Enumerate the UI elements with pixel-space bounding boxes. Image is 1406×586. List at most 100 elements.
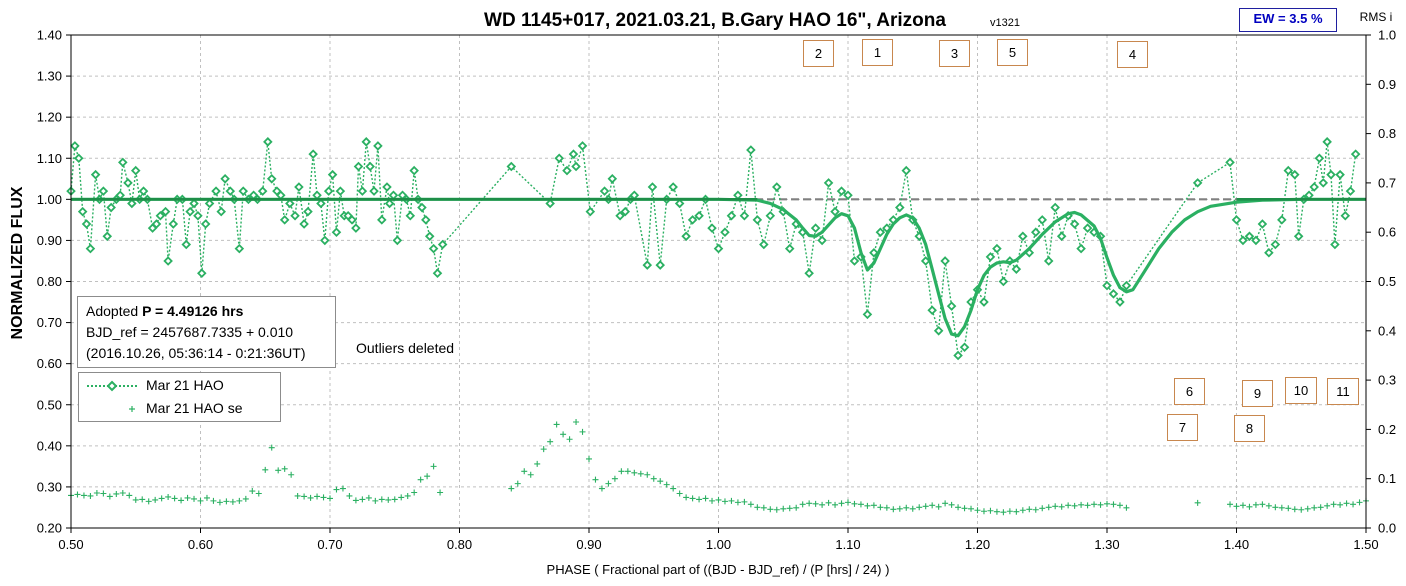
flux-point xyxy=(185,206,195,217)
se-point xyxy=(1252,501,1259,508)
rms-axis-label: RMS i xyxy=(1360,10,1393,24)
se-point xyxy=(106,493,113,500)
se-point xyxy=(968,505,975,512)
se-point xyxy=(521,468,528,475)
flux-point xyxy=(193,210,203,221)
flux-point xyxy=(946,301,957,311)
se-point xyxy=(1324,502,1331,509)
flux-point xyxy=(211,186,221,196)
event-marker-7: 7 xyxy=(1167,414,1198,441)
flux-point xyxy=(1050,202,1060,213)
se-point xyxy=(294,492,301,499)
flux-point xyxy=(151,219,162,229)
reference-date-line: (2016.10.26, 05:36:14 - 0:21:36UT) xyxy=(86,345,306,361)
flux-point xyxy=(920,256,931,266)
flux-point xyxy=(668,182,678,192)
flux-point xyxy=(927,305,937,316)
flux-point xyxy=(365,161,375,172)
se-point xyxy=(1071,502,1078,509)
se-point xyxy=(223,498,230,505)
flux-point xyxy=(417,202,427,213)
flux-point xyxy=(163,256,173,266)
flux-point xyxy=(545,198,555,209)
y2-tick-label: 0.1 xyxy=(1378,471,1396,486)
flux-point xyxy=(85,243,96,254)
se-point xyxy=(586,455,592,462)
se-point xyxy=(702,495,709,502)
se-point xyxy=(191,495,198,502)
flux-point xyxy=(303,206,313,217)
se-point xyxy=(1123,504,1130,511)
se-point xyxy=(378,496,385,503)
ew-badge-text: EW = 3.5 % xyxy=(1253,11,1323,26)
flux-point xyxy=(577,141,588,151)
y-tick-label: 0.20 xyxy=(37,521,62,536)
se-point xyxy=(676,490,683,497)
se-point xyxy=(909,505,916,512)
se-point xyxy=(327,495,333,502)
se-point xyxy=(1194,499,1201,506)
flux-point xyxy=(1244,231,1255,242)
se-point xyxy=(132,496,139,503)
se-point xyxy=(993,508,1000,515)
flux-point xyxy=(77,206,88,217)
x-tick-label: 1.30 xyxy=(1094,537,1119,552)
flux-point xyxy=(377,215,387,225)
flux-point xyxy=(739,210,750,221)
se-point xyxy=(935,503,942,510)
flux-point xyxy=(279,215,290,225)
flux-point xyxy=(197,268,207,279)
flux-point xyxy=(225,186,236,196)
se-point xyxy=(734,499,741,506)
y-tick-label: 0.80 xyxy=(37,274,62,289)
y2-tick-label: 0.8 xyxy=(1378,126,1396,141)
x-tick-label: 0.70 xyxy=(317,537,342,552)
flux-point xyxy=(674,198,685,209)
se-point xyxy=(281,465,288,472)
flux-point xyxy=(620,206,631,217)
se-point xyxy=(980,508,987,515)
se-point xyxy=(314,493,321,500)
se-point xyxy=(754,504,761,511)
se-point xyxy=(139,496,146,503)
se-point xyxy=(1227,501,1234,508)
flux-point xyxy=(998,276,1009,287)
flux-point xyxy=(405,210,416,221)
se-point xyxy=(1304,505,1311,512)
period-value: P = 4.49126 hrs xyxy=(142,303,244,319)
flux-point xyxy=(1340,210,1351,221)
flux-point xyxy=(959,342,970,353)
flux-point xyxy=(1290,169,1300,180)
flux-point xyxy=(437,239,448,250)
se-point xyxy=(404,492,411,499)
flux-point xyxy=(392,235,403,246)
x-tick-label: 0.90 xyxy=(576,537,601,552)
se-point xyxy=(430,463,437,470)
flux-point xyxy=(1043,256,1054,266)
flux-point xyxy=(1037,215,1048,225)
se-point xyxy=(288,471,295,478)
se-point xyxy=(1356,499,1363,506)
se-point xyxy=(391,496,398,503)
se-point xyxy=(1337,501,1344,508)
legend: Mar 21 HAO Mar 21 HAO se xyxy=(78,372,281,422)
flux-point xyxy=(1326,169,1336,180)
se-point xyxy=(301,493,308,500)
flux-point xyxy=(373,141,383,151)
se-point xyxy=(890,506,897,513)
flux-point xyxy=(220,174,230,184)
se-point xyxy=(870,502,877,509)
flux-point xyxy=(1102,280,1112,291)
y-tick-label: 0.90 xyxy=(37,233,62,248)
se-point xyxy=(618,468,625,475)
flux-point xyxy=(1082,223,1093,233)
chart-title: WD 1145+017, 2021.03.21, B.Gary HAO 16",… xyxy=(484,10,946,31)
flux-point xyxy=(347,215,357,225)
flux-point xyxy=(98,186,109,196)
se-point xyxy=(1317,504,1324,511)
legend-item-se: Mar 21 HAO se xyxy=(79,397,280,420)
version-label: v1321 xyxy=(990,17,1020,29)
se-point xyxy=(560,431,567,438)
legend-flux-label: Mar 21 HAO xyxy=(146,377,224,393)
flux-point xyxy=(554,153,564,164)
